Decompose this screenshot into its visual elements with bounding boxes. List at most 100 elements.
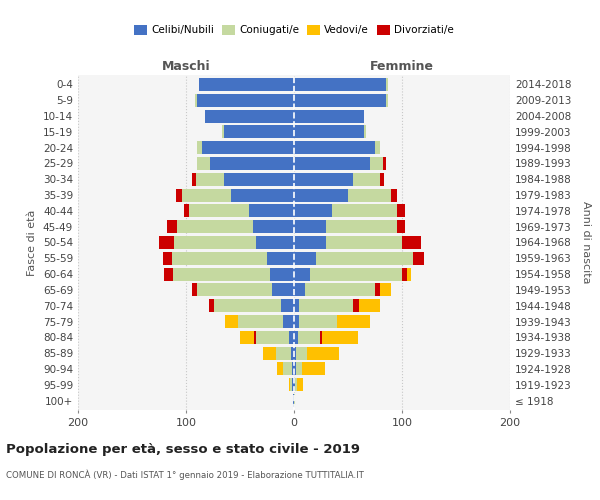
Text: Popolazione per età, sesso e stato civile - 2019: Popolazione per età, sesso e stato civil…	[6, 442, 360, 456]
Bar	[397, 220, 405, 233]
Bar	[294, 220, 326, 233]
Bar	[292, 362, 294, 376]
Bar	[337, 315, 370, 328]
Bar	[353, 299, 359, 312]
Bar	[221, 126, 224, 138]
Bar	[296, 346, 307, 360]
Bar	[294, 315, 299, 328]
Bar	[253, 220, 294, 233]
Bar	[299, 299, 353, 312]
Bar	[289, 378, 290, 391]
Bar	[297, 378, 302, 391]
Bar	[184, 204, 189, 218]
Text: Femmine: Femmine	[370, 60, 434, 74]
Bar	[267, 252, 294, 265]
Bar	[197, 157, 210, 170]
Bar	[364, 126, 367, 138]
Bar	[302, 362, 325, 376]
Bar	[402, 268, 407, 280]
Bar	[272, 284, 294, 296]
Bar	[353, 173, 380, 186]
Bar	[174, 236, 256, 249]
Bar	[294, 204, 332, 218]
Bar	[197, 141, 202, 154]
Bar	[294, 110, 364, 122]
Bar	[397, 220, 398, 233]
Bar	[193, 284, 197, 296]
Bar	[171, 252, 172, 265]
Bar	[294, 252, 316, 265]
Bar	[413, 252, 424, 265]
Bar	[254, 331, 256, 344]
Bar	[386, 78, 388, 91]
Bar	[275, 346, 291, 360]
Bar	[283, 362, 292, 376]
Bar	[189, 204, 248, 218]
Bar	[270, 268, 294, 280]
Bar	[397, 204, 405, 218]
Bar	[320, 331, 358, 344]
Bar	[178, 220, 253, 233]
Bar	[326, 236, 402, 249]
Bar	[294, 346, 296, 360]
Bar	[294, 394, 295, 407]
Text: COMUNE DI RONCÀ (VR) - Dati ISTAT 1° gennaio 2019 - Elaborazione TUTTITALIA.IT: COMUNE DI RONCÀ (VR) - Dati ISTAT 1° gen…	[6, 470, 364, 480]
Bar	[294, 94, 386, 107]
Y-axis label: Anni di nascita: Anni di nascita	[581, 201, 591, 284]
Bar	[197, 284, 272, 296]
Bar	[173, 236, 174, 249]
Bar	[402, 236, 421, 249]
Bar	[293, 394, 294, 407]
Bar	[163, 252, 172, 265]
Bar	[263, 346, 275, 360]
Bar	[332, 204, 397, 218]
Bar	[256, 236, 294, 249]
Bar	[295, 378, 297, 391]
Bar	[172, 252, 267, 265]
Bar	[353, 299, 380, 312]
Bar	[294, 236, 326, 249]
Bar	[402, 268, 410, 280]
Bar	[370, 157, 383, 170]
Bar	[202, 141, 294, 154]
Bar	[240, 331, 256, 344]
Bar	[413, 252, 418, 265]
Bar	[209, 299, 214, 312]
Bar	[294, 188, 348, 202]
Bar	[375, 141, 380, 154]
Bar	[214, 299, 281, 312]
Bar	[294, 126, 364, 138]
Bar	[256, 331, 289, 344]
Bar	[320, 331, 322, 344]
Bar	[196, 173, 224, 186]
Bar	[294, 299, 299, 312]
Bar	[294, 78, 386, 91]
Bar	[294, 378, 295, 391]
Bar	[232, 188, 294, 202]
Bar	[173, 268, 270, 280]
Bar	[176, 188, 182, 202]
Bar	[402, 236, 404, 249]
Bar	[171, 268, 173, 280]
Bar	[299, 315, 337, 328]
Bar	[375, 284, 380, 296]
Legend: Celibi/Nubili, Coniugati/e, Vedovi/e, Divorziati/e: Celibi/Nubili, Coniugati/e, Vedovi/e, Di…	[130, 21, 458, 40]
Bar	[296, 362, 302, 376]
Bar	[326, 220, 397, 233]
Bar	[294, 268, 310, 280]
Bar	[294, 362, 296, 376]
Bar	[305, 284, 375, 296]
Bar	[194, 284, 197, 296]
Bar	[310, 268, 402, 280]
Bar	[386, 94, 388, 107]
Bar	[225, 315, 238, 328]
Bar	[205, 110, 294, 122]
Bar	[383, 157, 386, 170]
Bar	[391, 188, 397, 202]
Bar	[294, 157, 370, 170]
Bar	[289, 331, 294, 344]
Bar	[291, 346, 294, 360]
Bar	[375, 284, 391, 296]
Bar	[281, 299, 294, 312]
Bar	[290, 378, 292, 391]
